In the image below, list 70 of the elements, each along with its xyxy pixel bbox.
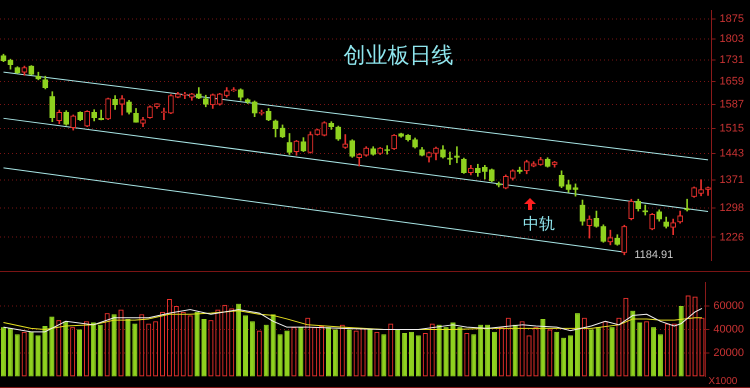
bar — [588, 330, 594, 376]
bar — [284, 330, 290, 376]
bar — [98, 324, 103, 376]
bar — [36, 335, 41, 376]
bar — [637, 322, 642, 376]
annotation: 中轨 — [522, 214, 555, 234]
y-tick-label: 20000 — [713, 346, 744, 359]
bar — [202, 318, 207, 376]
bar — [42, 326, 48, 376]
bar — [8, 328, 13, 376]
y-tick-label: 1515 — [720, 122, 744, 134]
y-tick-label: 1659 — [720, 76, 744, 88]
y-tick-label: 60000 — [713, 300, 744, 312]
bar — [409, 332, 414, 376]
bar — [678, 306, 684, 376]
y-tick-label: 1298 — [720, 202, 744, 214]
y-tick-label: 40000 — [713, 324, 744, 336]
bar — [450, 322, 456, 376]
bar — [332, 330, 338, 376]
bar — [457, 327, 462, 376]
bar — [28, 332, 34, 376]
bar — [402, 333, 408, 376]
bar — [63, 321, 68, 376]
bar — [381, 334, 386, 376]
bar — [194, 312, 200, 376]
bar — [630, 310, 636, 376]
bar — [77, 330, 82, 376]
bar — [395, 330, 400, 376]
text: 创业板日线 — [343, 44, 454, 69]
text: X1000 — [708, 376, 738, 387]
y-tick-label: 1226 — [720, 231, 744, 244]
bar — [270, 314, 276, 376]
bar — [326, 327, 331, 376]
bar — [651, 327, 656, 376]
bar — [492, 332, 497, 376]
bar — [561, 338, 566, 376]
bar — [49, 316, 54, 376]
bar — [243, 315, 248, 376]
bar — [512, 324, 518, 376]
bar — [478, 324, 484, 376]
y-tick-label: 1803 — [720, 32, 744, 45]
bar — [471, 334, 476, 376]
bar — [554, 332, 560, 376]
bar — [236, 304, 242, 376]
bar — [610, 327, 615, 376]
y-tick-label: 1443 — [720, 147, 744, 160]
bar — [14, 334, 20, 376]
bar — [485, 324, 490, 376]
y-tick-label: 1587 — [720, 98, 744, 111]
bar — [90, 322, 96, 376]
y-tick-label: 1371 — [720, 174, 744, 186]
bar — [574, 313, 580, 376]
bar — [368, 330, 372, 376]
y-tick-label: 1875 — [720, 12, 744, 25]
bar — [278, 334, 283, 376]
bar — [436, 324, 442, 376]
bar — [540, 318, 546, 376]
bar — [132, 324, 138, 376]
bar — [416, 335, 421, 376]
bar — [298, 327, 304, 376]
annotation: 1184.91 — [634, 248, 674, 261]
bar — [125, 318, 130, 376]
y-tick-label: 1731 — [720, 54, 744, 66]
bar — [250, 321, 255, 376]
bar — [0, 327, 6, 376]
bar — [112, 314, 117, 376]
bar — [658, 334, 663, 376]
bar — [596, 327, 601, 376]
bar — [444, 327, 449, 376]
bar — [568, 335, 574, 376]
